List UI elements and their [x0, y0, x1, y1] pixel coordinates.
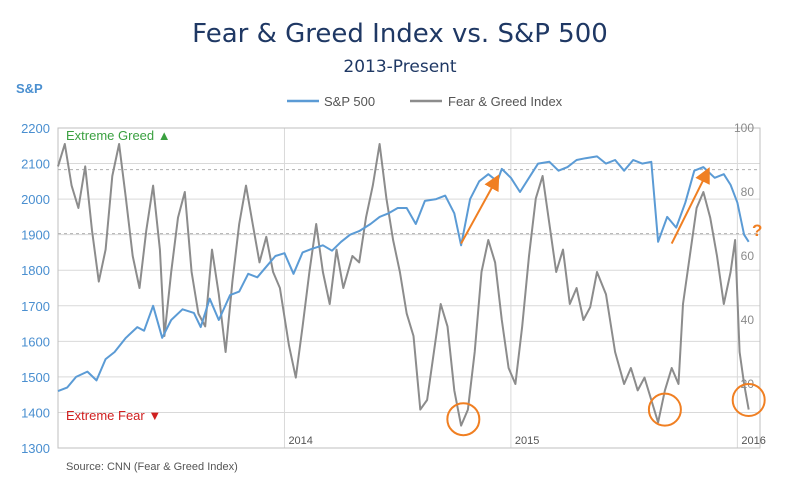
triangle-up-icon: ▲	[158, 128, 171, 143]
legend: S&P 500 Fear & Greed Index	[287, 94, 563, 109]
overlay-layer	[446, 167, 766, 437]
chart-subtitle: 2013-Present	[343, 57, 457, 77]
extreme-greed-text: Extreme Greed	[66, 128, 154, 143]
extreme-fear-label: Extreme Fear ▼	[66, 408, 161, 423]
left-tick-1500: 1500	[21, 370, 50, 385]
left-tick-1300: 1300	[21, 441, 50, 456]
x-tick-2016: 2016	[741, 435, 765, 447]
source-note: Source: CNN (Fear & Greed Index)	[66, 461, 238, 473]
chart-title: Fear & Greed Index vs. S&P 500	[192, 19, 608, 49]
highlight-circle-2	[731, 383, 766, 417]
right-tick-60: 60	[741, 249, 755, 263]
highlight-circle-0	[446, 402, 481, 437]
extreme-fear-text: Extreme Fear	[66, 408, 145, 423]
left-tick-1800: 1800	[21, 263, 50, 278]
x-tick-2015: 2015	[515, 435, 539, 447]
right-tick-40: 40	[741, 313, 755, 327]
left-tick-1900: 1900	[21, 228, 50, 243]
left-tick-1400: 1400	[21, 405, 50, 420]
highlight-circle-1	[647, 392, 682, 427]
trend-arrow-0	[460, 174, 500, 245]
sp500-line	[57, 155, 750, 393]
left-tick-2100: 2100	[21, 157, 50, 172]
plot-border	[57, 127, 761, 449]
x-tick-2014: 2014	[288, 435, 312, 447]
legend-label-sp500: S&P 500	[324, 94, 375, 109]
fear-greed-line	[57, 143, 750, 427]
triangle-down-icon: ▼	[148, 408, 161, 423]
left-tick-2000: 2000	[21, 192, 50, 207]
left-tick-1700: 1700	[21, 299, 50, 314]
grid-layer	[57, 127, 761, 449]
right-tick-100: 100	[734, 121, 754, 135]
legend-label-fear-greed: Fear & Greed Index	[448, 94, 563, 109]
left-axis-title: S&P	[16, 81, 43, 96]
extreme-greed-label: Extreme Greed ▲	[66, 128, 171, 143]
left-tick-2200: 2200	[21, 121, 50, 136]
right-tick-80: 80	[741, 185, 755, 199]
left-axis-ticks: 1300 1400 1500 1600 1700 1800 1900 2000 2100 2200	[21, 121, 50, 456]
left-tick-1600: 1600	[21, 334, 50, 349]
question-mark-annotation: ?	[752, 221, 762, 240]
x-axis-ticks: 2014 2015 2016	[288, 435, 765, 447]
trend-arrow-1	[670, 167, 710, 245]
series-layer	[57, 143, 750, 427]
